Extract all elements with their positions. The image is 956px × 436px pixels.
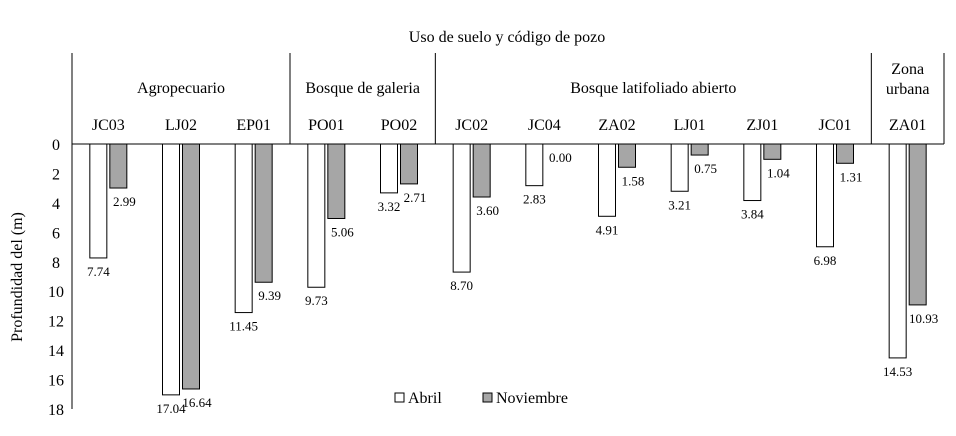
bar-abril: [380, 143, 398, 194]
bar-abril: [670, 143, 689, 192]
data-label-noviembre: 1.31: [840, 169, 863, 184]
chart-title: Uso de suelo y código de pozo: [409, 29, 605, 46]
y-tick-label: 16: [48, 373, 64, 390]
data-label-noviembre: 1.58: [622, 173, 645, 188]
category-label: PO02: [381, 117, 417, 134]
bar-noviembre: [327, 143, 346, 219]
data-label-noviembre: 2.99: [113, 194, 136, 209]
y-tick-label: 6: [52, 225, 60, 242]
bar-abril: [234, 143, 253, 314]
bar-noviembre: [109, 143, 128, 189]
data-label-abril: 3.21: [668, 197, 691, 212]
category-label: JC02: [455, 117, 488, 134]
bar-abril: [452, 143, 471, 273]
bar-abril: [525, 143, 544, 187]
bar-noviembre: [836, 143, 854, 164]
category-label: ZA01: [889, 117, 926, 134]
bar-noviembre: [618, 143, 636, 168]
data-label-abril: 17.04: [156, 401, 186, 416]
legend-swatch-abril: [394, 392, 405, 403]
y-tick-label: 10: [48, 284, 64, 301]
y-tick-label: 18: [48, 402, 64, 419]
data-label-noviembre: 2.71: [404, 190, 427, 205]
bar-abril: [743, 143, 762, 202]
data-label-noviembre: 3.60: [476, 203, 499, 218]
data-label-noviembre: 16.64: [182, 395, 212, 410]
data-label-noviembre: 9.39: [258, 288, 281, 303]
category-label: LJ02: [165, 117, 197, 134]
data-label-abril: 2.83: [523, 192, 546, 207]
y-tick-label: 2: [52, 166, 60, 183]
category-label: LJ01: [674, 117, 706, 134]
bar-abril: [89, 143, 108, 259]
bar-abril: [888, 143, 907, 359]
legend-label-abril: Abril: [408, 390, 442, 407]
data-label-noviembre: 0.75: [694, 161, 717, 176]
y-tick-label: 8: [52, 255, 60, 272]
bar-noviembre: [690, 143, 709, 156]
category-label: ZJ01: [746, 117, 778, 134]
data-label-noviembre: 1.04: [767, 165, 790, 180]
bar-noviembre: [763, 143, 782, 160]
group-label: Bosque latifoliado abierto: [570, 80, 736, 97]
bar-noviembre: [182, 143, 200, 390]
y-tick-label: 14: [48, 343, 64, 360]
bar-abril: [598, 143, 616, 217]
legend-label-noviembre: Noviembre: [496, 390, 568, 407]
group-label: urbana: [886, 81, 930, 98]
category-label: JC01: [819, 117, 852, 134]
bar-noviembre: [400, 143, 418, 185]
bar-noviembre: [908, 143, 927, 306]
bar-abril: [816, 143, 834, 248]
data-label-noviembre: 5.06: [331, 224, 354, 239]
bar-noviembre: [472, 143, 491, 198]
data-label-abril: 8.70: [450, 278, 473, 293]
data-label-noviembre: 0.00: [549, 150, 572, 165]
data-label-abril: 9.73: [305, 293, 328, 308]
category-label: ZA02: [598, 117, 635, 134]
data-label-abril: 3.32: [378, 199, 401, 214]
legend-swatch-noviembre: [482, 392, 493, 403]
y-axis-label: Profundidad del (m): [9, 212, 26, 342]
data-label-abril: 6.98: [814, 253, 837, 268]
data-label-noviembre: 10.93: [909, 311, 938, 326]
bar-abril: [307, 143, 326, 288]
data-label-abril: 14.53: [883, 364, 912, 379]
category-label: JC04: [528, 117, 561, 134]
data-label-abril: 4.91: [596, 222, 619, 237]
group-label: Agropecuario: [137, 80, 225, 97]
y-tick-label: 4: [52, 196, 60, 213]
category-label: PO01: [308, 117, 344, 134]
y-tick-label: 12: [48, 314, 64, 331]
group-label: Bosque de galeria: [305, 80, 420, 97]
bar-abril: [162, 143, 180, 396]
data-label-abril: 11.45: [229, 319, 258, 334]
group-label: Zona: [891, 61, 924, 78]
bar-noviembre: [254, 143, 273, 283]
category-label: EP01: [236, 117, 271, 134]
y-tick-label: 0: [52, 137, 60, 154]
data-label-abril: 7.74: [87, 264, 110, 279]
category-label: JC03: [92, 117, 125, 134]
data-label-abril: 3.84: [741, 207, 764, 222]
